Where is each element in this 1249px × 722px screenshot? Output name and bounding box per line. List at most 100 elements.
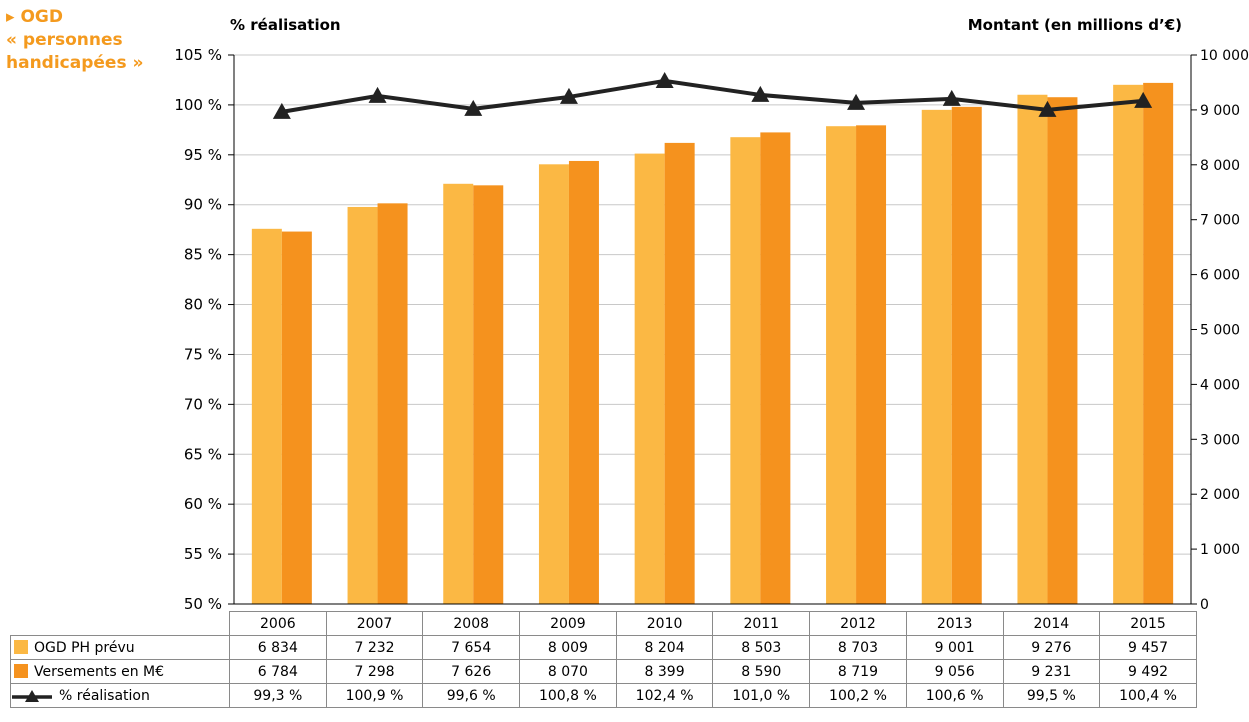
bar-prevu — [347, 206, 378, 604]
table-cell: 8 009 — [519, 635, 617, 660]
right-tick-label: 0 — [1200, 597, 1209, 611]
left-tick-label: 95 % — [184, 146, 222, 164]
marker-realisation — [847, 93, 866, 110]
bar-prevu — [251, 228, 282, 604]
bar-versements — [568, 160, 599, 604]
left-tick-label: 80 % — [184, 296, 222, 314]
side-title-line-2: « personnes — [6, 30, 123, 50]
table-cell: 7 654 — [422, 635, 521, 660]
bar-prevu — [1017, 94, 1048, 605]
table-cell: 9 001 — [905, 635, 1004, 660]
year-header: 2008 — [422, 611, 521, 636]
table-cell: 9 231 — [1002, 659, 1101, 684]
legend-swatch-versements — [14, 663, 28, 678]
table-cell: 8 590 — [712, 659, 811, 684]
table-cell: 99,6 % — [422, 683, 521, 708]
left-tick-label: 55 % — [184, 545, 222, 563]
table-cell: 9 492 — [1099, 659, 1197, 684]
chart-area: 50 % 55 % 60 % 65 % 70 % 75 % 80 % 85 % 90 % 95 %… — [174, 46, 1249, 611]
table-cell: 102,4 % — [615, 683, 714, 708]
table-cell: 100,4 % — [1099, 683, 1197, 708]
row-prevu: OGD PH prévu 6 834 7 232 7 654 8 009 8 204 8 … — [10, 635, 1197, 660]
right-tick-label: 1 000 — [1200, 542, 1240, 558]
bar-prevu — [538, 164, 569, 604]
table-cell: 7 298 — [325, 659, 424, 684]
marker-realisation — [942, 89, 961, 106]
left-tick-label: 75 % — [184, 345, 222, 363]
bar-versements — [377, 203, 408, 605]
legend-versements: Versements en M€ — [10, 659, 230, 684]
right-tick-label: 4 000 — [1200, 377, 1240, 393]
bar-prevu — [826, 126, 857, 605]
legend-label-realisation: % réalisation — [59, 687, 150, 704]
marker-realisation — [368, 86, 387, 103]
left-tick-label: 90 % — [184, 196, 222, 214]
year-header: 2007 — [325, 611, 424, 636]
marker-realisation — [655, 71, 674, 88]
table-cell: 100,2 % — [809, 683, 907, 708]
marker-realisation — [464, 99, 483, 116]
year-header-row: 2006 2007 2008 2009 2010 2011 2012 2013 2014 2015 — [11, 611, 1197, 636]
table-cell: 100,6 % — [905, 683, 1004, 708]
table-cell: 9 457 — [1099, 635, 1197, 660]
table-corner — [11, 612, 230, 636]
table-cell: 6 784 — [229, 659, 327, 684]
bar-versements — [473, 185, 504, 605]
right-tick-label: 6 000 — [1200, 268, 1240, 284]
line-realisation — [281, 78, 1144, 114]
legend-swatch-prevu — [14, 639, 28, 654]
left-tick-label: 65 % — [184, 445, 222, 463]
table-cell: 8 703 — [809, 635, 907, 660]
legend-prevu: OGD PH prévu — [10, 635, 230, 660]
right-tick-label: 8 000 — [1200, 158, 1240, 174]
year-header: 2006 — [229, 611, 327, 636]
year-header: 2009 — [519, 611, 617, 636]
table-cell: 8 070 — [519, 659, 617, 684]
left-tick-label: 100 % — [174, 96, 222, 114]
year-header: 2013 — [905, 611, 1004, 636]
right-tick-label: 10 000 — [1200, 48, 1249, 64]
table-cell: 9 056 — [905, 659, 1004, 684]
bar-prevu — [921, 109, 952, 605]
table-cell: 99,5 % — [1002, 683, 1101, 708]
bar-prevu — [634, 153, 665, 604]
right-tick-label: 3 000 — [1200, 432, 1240, 448]
marker-realisation — [272, 102, 291, 119]
bar-prevu — [730, 137, 761, 604]
legend-label-versements: Versements en M€ — [34, 663, 165, 680]
table-cell: 8 204 — [615, 635, 714, 660]
right-tick-label: 9 000 — [1200, 103, 1240, 119]
table-cell: 8 399 — [615, 659, 714, 684]
bar-versements — [1143, 82, 1174, 604]
table-cell: 7 232 — [325, 635, 424, 660]
table-cell: 8 503 — [712, 635, 811, 660]
bar-prevu — [443, 183, 474, 604]
row-realisation: % réalisation 99,3 % 100,9 % 99,6 % 100,8 %… — [10, 683, 1197, 708]
bar-versements — [664, 142, 695, 604]
row-versements: Versements en M€ 6 784 7 298 7 626 8 070 8 3… — [10, 659, 1197, 684]
table-cell: 101,0 % — [712, 683, 811, 708]
marker-realisation — [751, 85, 770, 102]
right-tick-label: 2 000 — [1200, 487, 1240, 503]
table-cell: 99,3 % — [229, 683, 327, 708]
bar-prevu — [1113, 84, 1144, 605]
table-cell: 8 719 — [809, 659, 907, 684]
left-tick-label: 50 % — [184, 595, 222, 611]
right-axis-title: Montant (en millions d’€) — [967, 16, 1182, 34]
table-cell: 100,8 % — [519, 683, 617, 708]
legend-realisation: % réalisation — [10, 683, 230, 708]
bar-versements — [856, 125, 887, 604]
table-cell: 7 626 — [422, 659, 521, 684]
marker-realisation — [1134, 91, 1153, 108]
side-title-line-1: ▸ OGD — [6, 7, 63, 27]
year-header: 2010 — [615, 611, 714, 636]
left-tick-label: 60 % — [184, 495, 222, 513]
marker-realisation — [1038, 100, 1057, 117]
marker-realisation — [559, 87, 578, 104]
legend-line-marker — [12, 689, 52, 702]
left-tick-label: 70 % — [184, 395, 222, 413]
left-axis-title: % réalisation — [230, 16, 341, 34]
right-tick-label: 7 000 — [1200, 213, 1240, 229]
left-tick-label: 85 % — [184, 246, 222, 264]
left-tick-label: 105 % — [174, 46, 222, 64]
